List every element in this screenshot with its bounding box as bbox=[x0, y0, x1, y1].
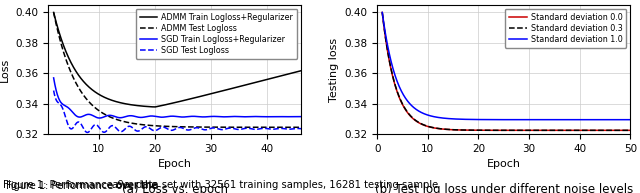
Text: Figure 1: Performance over the: Figure 1: Performance over the bbox=[3, 180, 161, 190]
Standard deviation 1.0 bbox=[565, 119, 573, 121]
SGD Train Logloss+Regularizer bbox=[93, 117, 101, 119]
Standard deviation 0.3 bbox=[378, 11, 386, 14]
Standard deviation 0.3 bbox=[525, 129, 532, 131]
Legend: ADMM Train Logloss+Regularizer, ADMM Test Logloss, SGD Train Logloss+Regularizer: ADMM Train Logloss+Regularizer, ADMM Tes… bbox=[136, 9, 297, 59]
Standard deviation 0.3 bbox=[544, 129, 552, 131]
Standard deviation 0.3 bbox=[565, 129, 573, 131]
Standard deviation 1.0 bbox=[627, 119, 634, 121]
ADMM Test Logloss bbox=[215, 126, 223, 128]
ADMM Test Logloss bbox=[196, 126, 204, 128]
ADMM Train Logloss+Regularizer bbox=[113, 101, 121, 103]
X-axis label: Epoch: Epoch bbox=[157, 159, 191, 169]
Text: (a) Loss vs. epoch: (a) Loss vs. epoch bbox=[122, 183, 228, 193]
SGD Train Logloss+Regularizer bbox=[114, 116, 122, 119]
SGD Train Logloss+Regularizer bbox=[196, 116, 204, 118]
Line: Standard deviation 0.3: Standard deviation 0.3 bbox=[382, 12, 630, 130]
ADMM Train Logloss+Regularizer bbox=[93, 92, 101, 95]
Standard deviation 0.0 bbox=[525, 129, 532, 131]
Standard deviation 0.0 bbox=[378, 11, 386, 14]
Text: (b) Test log loss under different noise levels: (b) Test log loss under different noise … bbox=[374, 183, 633, 193]
Standard deviation 1.0 bbox=[442, 117, 450, 119]
Line: ADMM Train Logloss+Regularizer: ADMM Train Logloss+Regularizer bbox=[54, 12, 301, 107]
SGD Train Logloss+Regularizer bbox=[298, 115, 305, 118]
Text: a9a: a9a bbox=[112, 180, 131, 190]
Standard deviation 1.0 bbox=[544, 119, 552, 121]
ADMM Test Logloss bbox=[298, 126, 305, 129]
Standard deviation 0.0 bbox=[422, 125, 430, 127]
Standard deviation 0.3 bbox=[442, 128, 450, 130]
Text: Figure 1: Performance over the: Figure 1: Performance over the bbox=[6, 181, 161, 191]
SGD Test Logloss bbox=[50, 89, 58, 92]
ADMM Test Logloss bbox=[93, 108, 101, 111]
Y-axis label: Testing loss: Testing loss bbox=[329, 37, 339, 102]
Line: SGD Test Logloss: SGD Test Logloss bbox=[54, 91, 301, 132]
Standard deviation 0.0 bbox=[627, 129, 634, 131]
Standard deviation 0.0 bbox=[565, 129, 573, 131]
SGD Train Logloss+Regularizer bbox=[162, 116, 170, 118]
Standard deviation 1.0 bbox=[491, 119, 499, 121]
Standard deviation 1.0 bbox=[378, 11, 386, 14]
SGD Train Logloss+Regularizer bbox=[50, 77, 58, 79]
Standard deviation 0.3 bbox=[422, 125, 430, 127]
ADMM Train Logloss+Regularizer bbox=[298, 69, 305, 72]
Standard deviation 0.3 bbox=[627, 129, 634, 131]
Standard deviation 0.0 bbox=[442, 128, 450, 130]
Y-axis label: Loss: Loss bbox=[0, 57, 10, 82]
Text: Figure 1: Performance over the a9a data set with 32561 training samples, 16281 t: Figure 1: Performance over the a9a data … bbox=[6, 181, 478, 191]
SGD Test Logloss bbox=[196, 127, 204, 130]
X-axis label: Epoch: Epoch bbox=[487, 159, 521, 169]
Line: Standard deviation 0.0: Standard deviation 0.0 bbox=[382, 12, 630, 130]
Standard deviation 1.0 bbox=[525, 119, 532, 121]
ADMM Train Logloss+Regularizer bbox=[162, 103, 170, 106]
Text: data set with 32561 training samples, 16281 testing sample: data set with 32561 training samples, 16… bbox=[133, 180, 438, 190]
ADMM Train Logloss+Regularizer bbox=[237, 85, 244, 87]
SGD Test Logloss bbox=[162, 127, 170, 129]
ADMM Test Logloss bbox=[162, 125, 170, 128]
Line: SGD Train Logloss+Regularizer: SGD Train Logloss+Regularizer bbox=[54, 78, 301, 118]
SGD Train Logloss+Regularizer bbox=[216, 115, 223, 118]
SGD Test Logloss bbox=[114, 129, 122, 131]
SGD Train Logloss+Regularizer bbox=[237, 115, 244, 118]
ADMM Train Logloss+Regularizer bbox=[151, 106, 159, 108]
SGD Test Logloss bbox=[298, 128, 305, 130]
ADMM Train Logloss+Regularizer bbox=[50, 11, 58, 14]
ADMM Train Logloss+Regularizer bbox=[196, 95, 204, 98]
Standard deviation 0.3 bbox=[491, 129, 499, 131]
Standard deviation 0.0 bbox=[544, 129, 552, 131]
ADMM Test Logloss bbox=[50, 11, 58, 14]
ADMM Test Logloss bbox=[113, 119, 121, 121]
Standard deviation 0.0 bbox=[491, 129, 499, 131]
SGD Test Logloss bbox=[94, 125, 102, 127]
ADMM Test Logloss bbox=[236, 126, 244, 128]
SGD Test Logloss bbox=[216, 128, 223, 130]
Standard deviation 1.0 bbox=[422, 113, 430, 116]
SGD Test Logloss bbox=[237, 128, 244, 130]
Line: Standard deviation 1.0: Standard deviation 1.0 bbox=[382, 12, 630, 120]
Line: ADMM Test Logloss: ADMM Test Logloss bbox=[54, 12, 301, 127]
ADMM Train Logloss+Regularizer bbox=[216, 91, 223, 93]
Legend: Standard deviation 0.0, Standard deviation 0.3, Standard deviation 1.0: Standard deviation 0.0, Standard deviati… bbox=[505, 9, 627, 48]
SGD Train Logloss+Regularizer bbox=[95, 117, 103, 119]
SGD Test Logloss bbox=[84, 131, 92, 134]
